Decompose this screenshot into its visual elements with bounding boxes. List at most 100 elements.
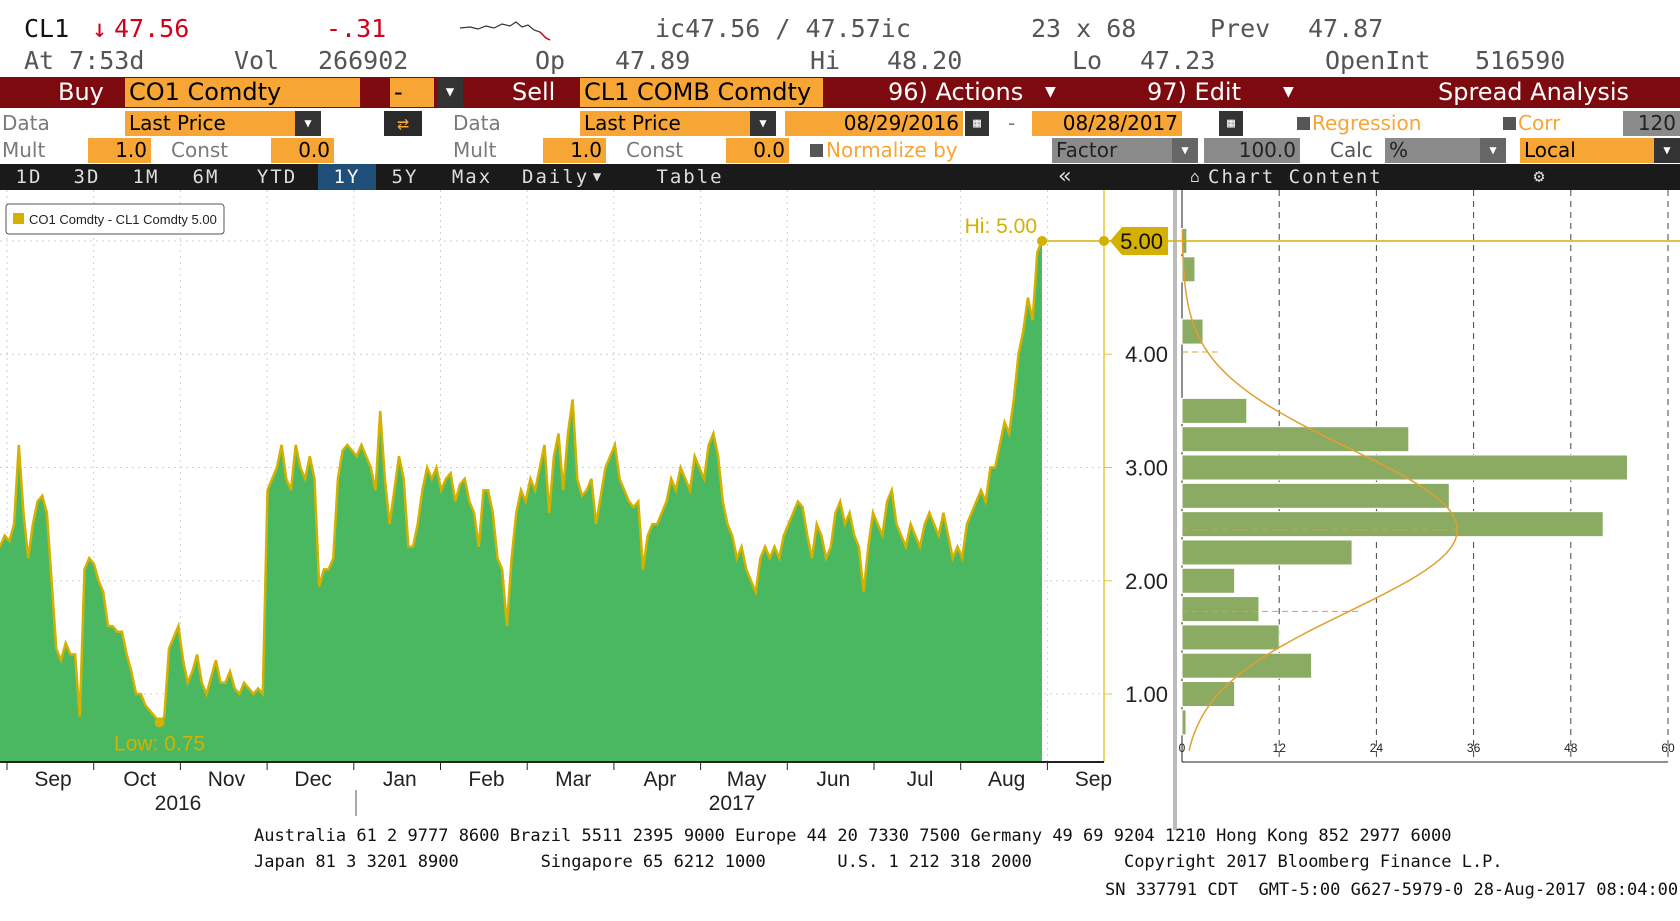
corr-checkbox[interactable] (1503, 117, 1516, 130)
factor-dropdown-icon[interactable]: ▼ (1172, 138, 1198, 163)
x-tick-label: Mar (555, 768, 591, 791)
year-label: 2016 (155, 792, 202, 815)
bid-ask-quote: ic47.56 / 47.57ic (655, 14, 911, 43)
buy-label: Buy (58, 78, 104, 106)
local-field[interactable]: Local (1520, 138, 1654, 163)
prev-label: Prev (1210, 14, 1271, 43)
data-field-1[interactable]: Last Price (125, 111, 295, 136)
ticker: CL1 (24, 14, 70, 43)
tab-5y[interactable]: 5Y (391, 166, 419, 188)
last-price: 47.56 (114, 14, 190, 43)
spread-analysis-title: Spread Analysis (1438, 78, 1630, 106)
corr-value-field[interactable]: 120 (1623, 111, 1680, 136)
data-1-dropdown-icon[interactable]: ▼ (295, 111, 321, 136)
data-label-1: Data (2, 111, 50, 135)
histogram-tick-label: 24 (1370, 741, 1384, 755)
operator-dropdown-icon[interactable]: ▼ (437, 78, 463, 107)
mult-field-2[interactable]: 1.0 (543, 138, 606, 163)
tab-1d[interactable]: 1D (15, 166, 43, 188)
bid-ask-size: 23 x 68 (1031, 14, 1137, 43)
spread-area (0, 241, 1042, 762)
sell-security-field[interactable]: CL1 COMB Comdty (580, 78, 823, 107)
chart-content-button[interactable]: Chart Content (1208, 166, 1383, 188)
hi-marker (1037, 235, 1047, 246)
histogram-bar (1181, 652, 1313, 679)
histogram-bar (1181, 426, 1410, 453)
periodicity-dropdown[interactable]: Daily (522, 166, 590, 188)
calc-field[interactable]: % (1385, 138, 1480, 163)
data-2-dropdown-icon[interactable]: ▼ (750, 111, 776, 136)
legend-box (5, 203, 225, 235)
tab-max[interactable]: Max (451, 166, 493, 188)
chart-area: 1.00 2.00 3.00 4.00 5.00 Sep Oct Nov Dec Jan Feb M… (0, 190, 1680, 830)
calc-dropdown-icon[interactable]: ▼ (1480, 138, 1506, 163)
tab-1m[interactable]: 1M (132, 166, 160, 188)
local-dropdown-icon[interactable]: ▼ (1654, 138, 1680, 163)
tab-ytd[interactable]: YTD (256, 166, 298, 188)
down-arrow-icon: ↓ (92, 14, 108, 43)
footer-session: SN 337791 CDT GMT-5:00 G627-5979-0 28-Au… (1105, 880, 1679, 900)
histogram-bar (1181, 709, 1187, 736)
open-interest-value: 516590 (1475, 46, 1566, 75)
volume-label: Vol (234, 46, 280, 75)
x-tick-label: Nov (208, 768, 246, 791)
settings-row-1: Data Last Price ▼ ⇄ Data Last Price ▼ 08… (0, 110, 1680, 137)
calc-label: Calc (1330, 138, 1373, 162)
settings-gear-icon[interactable]: ⚙ (1533, 166, 1547, 187)
mult-label-1: Mult (2, 138, 46, 162)
tab-3d[interactable]: 3D (73, 166, 101, 188)
factor-value-field[interactable]: 100.0 (1204, 138, 1300, 163)
histogram-bar (1181, 454, 1628, 481)
y-tick-label: 1.00 (1125, 682, 1168, 707)
buy-security-field[interactable]: CO1 Comdty (125, 78, 360, 107)
swap-icon[interactable]: ⇄ (384, 111, 422, 136)
histogram-bar (1181, 567, 1236, 594)
calendar-icon[interactable]: ▦ (1219, 111, 1243, 136)
distribution-curve (1181, 229, 1459, 751)
const-field-2[interactable]: 0.0 (726, 138, 789, 163)
low-value: 47.23 (1140, 46, 1216, 75)
operator-field[interactable]: - (390, 78, 434, 107)
histogram-bar (1181, 539, 1353, 566)
calendar-icon[interactable]: ▦ (965, 111, 989, 136)
histogram-tick-label: 60 (1661, 741, 1675, 755)
factor-field[interactable]: Factor (1052, 138, 1172, 163)
corr-label: Corr (1518, 111, 1561, 135)
x-tick-label: Feb (468, 768, 504, 791)
end-date-field[interactable]: 08/28/2017 (1032, 111, 1182, 136)
table-button[interactable]: Table (656, 166, 724, 188)
volume-value: 266902 (318, 46, 409, 75)
footer-contacts: Australia 61 2 9777 8600 Brazil 5511 239… (254, 826, 1452, 846)
x-tick-label: Sep (34, 768, 71, 791)
tab-1y[interactable]: 1Y (318, 164, 376, 190)
normalize-checkbox[interactable] (810, 144, 823, 157)
regression-checkbox[interactable] (1297, 117, 1310, 130)
quote-time: At 7:53d (24, 46, 145, 75)
const-label-1: Const (171, 138, 229, 162)
collapse-icon[interactable]: « (1058, 164, 1074, 189)
prev-value: 47.87 (1308, 14, 1384, 43)
mult-field-1[interactable]: 1.0 (88, 138, 151, 163)
actions-dropdown-icon[interactable]: ▼ (1045, 84, 1056, 100)
regression-label: Regression (1312, 111, 1422, 135)
const-label-2: Const (626, 138, 684, 162)
low-marker (154, 717, 165, 728)
start-date-field[interactable]: 08/29/2016 (785, 111, 963, 136)
periodicity-dropdown-icon[interactable]: ▼ (592, 169, 604, 185)
const-field-1[interactable]: 0.0 (271, 138, 334, 163)
histogram-bar (1181, 511, 1604, 538)
y-tick-label: 3.00 (1125, 456, 1168, 481)
x-tick-label: Aug (988, 768, 1025, 791)
sparkline-icon (460, 21, 551, 41)
tab-6m[interactable]: 6M (192, 166, 220, 188)
high-label: Hi (810, 46, 841, 75)
data-field-2[interactable]: Last Price (580, 111, 750, 136)
net-change: -.31 (326, 14, 387, 43)
hi-label: Hi: 5.00 (965, 215, 1037, 238)
x-tick-label: Oct (123, 768, 156, 791)
actions-menu[interactable]: 96) Actions (888, 78, 1024, 106)
edit-menu[interactable]: 97) Edit (1147, 78, 1242, 106)
x-tick-label: Jun (816, 768, 850, 791)
edit-dropdown-icon[interactable]: ▼ (1283, 84, 1294, 100)
legend-text: CO1 Comdty - CL1 Comdty 5.00 (29, 212, 217, 227)
